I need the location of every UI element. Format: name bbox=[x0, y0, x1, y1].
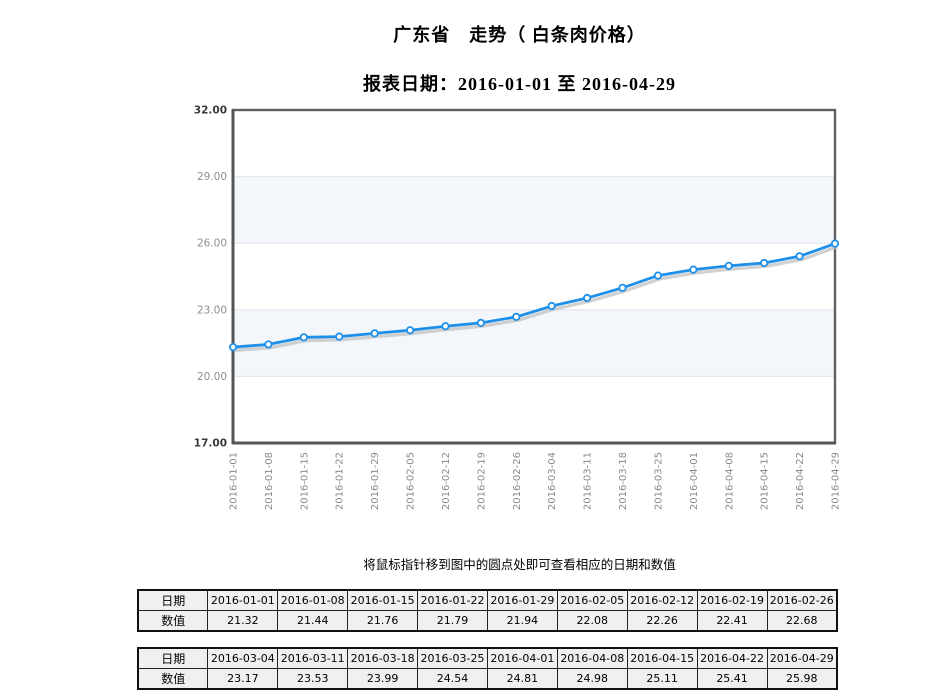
x-tick-label: 2016-02-19 bbox=[476, 452, 487, 510]
table-cell-value: 22.08 bbox=[556, 610, 628, 632]
data-point-2016-02-19[interactable] bbox=[476, 318, 485, 327]
row-header-date: 日期 bbox=[137, 647, 209, 669]
x-tick-label: 2016-04-08 bbox=[724, 452, 735, 510]
table-cell-date: 2016-02-26 bbox=[766, 589, 838, 611]
x-tick-label: 2016-04-01 bbox=[689, 452, 700, 510]
y-tick-label: 32.00 bbox=[194, 105, 227, 117]
x-tick-label: 2016-01-15 bbox=[299, 452, 310, 510]
data-point-2016-02-12[interactable] bbox=[441, 322, 450, 331]
table-cell-date: 2016-03-11 bbox=[277, 647, 349, 669]
trend-line-chart: 17.00 20.00 23.00 26.00 29.00 32.00 2016-01-01… bbox=[194, 105, 842, 511]
table-cell-value: 24.81 bbox=[486, 668, 558, 690]
data-point-2016-01-01[interactable] bbox=[228, 342, 238, 352]
x-tick-label: 2016-04-15 bbox=[760, 452, 771, 510]
table-cell-value: 21.44 bbox=[277, 610, 349, 632]
table-cell-value: 21.32 bbox=[207, 610, 279, 632]
x-tick-label: 2016-01-01 bbox=[229, 452, 240, 510]
x-tick-label: 2016-04-22 bbox=[795, 452, 806, 510]
table-cell-date: 2016-01-29 bbox=[486, 589, 558, 611]
data-point-2016-02-05[interactable] bbox=[405, 326, 415, 335]
table-cell-date: 2016-02-05 bbox=[556, 589, 628, 611]
table-cell-date: 2016-04-08 bbox=[556, 647, 628, 669]
data-table-2: 日期 2016-03-04 2016-03-11 2016-03-18 2016-03-… bbox=[137, 647, 838, 690]
x-tick-label: 2016-04-29 bbox=[831, 452, 842, 510]
data-point-2016-03-11[interactable] bbox=[583, 293, 592, 303]
row-header-date: 日期 bbox=[137, 589, 209, 611]
page-title: 广东省 走势（ 白条肉价格） bbox=[393, 25, 646, 45]
data-point-2016-04-22[interactable] bbox=[795, 252, 804, 261]
x-tick-label: 2016-02-12 bbox=[441, 452, 452, 510]
x-tick-label: 2016-03-04 bbox=[547, 452, 558, 510]
x-tick-label: 2016-03-25 bbox=[653, 452, 664, 510]
x-tick-label: 2016-02-05 bbox=[406, 452, 417, 510]
table-cell-value: 23.17 bbox=[207, 668, 279, 690]
data-point-2016-02-26[interactable] bbox=[512, 312, 521, 322]
table-cell-date: 2016-04-15 bbox=[626, 647, 698, 669]
table-cell-date: 2016-03-18 bbox=[347, 647, 419, 669]
y-tick-label: 23.00 bbox=[197, 304, 227, 316]
data-point-2016-04-01[interactable] bbox=[689, 265, 698, 274]
table-cell-value: 24.98 bbox=[556, 668, 628, 690]
table-cell-value: 23.99 bbox=[347, 668, 419, 690]
table-cell-date: 2016-01-08 bbox=[277, 589, 349, 611]
y-tick-label: 26.00 bbox=[197, 238, 227, 250]
data-point-2016-01-22[interactable] bbox=[335, 332, 344, 341]
table-cell-date: 2016-04-22 bbox=[696, 647, 768, 669]
table-cell-date: 2016-01-22 bbox=[417, 589, 488, 611]
x-tick-label: 2016-01-29 bbox=[370, 452, 381, 510]
table-cell-date: 2016-02-12 bbox=[626, 589, 698, 611]
table-cell-value: 21.94 bbox=[486, 610, 558, 632]
table-cell-date: 2016-01-15 bbox=[347, 589, 419, 611]
table-cell-value: 25.11 bbox=[626, 668, 698, 690]
table-row: 数值 21.32 21.44 21.76 21.79 21.94 22.08 22.26 22.… bbox=[137, 610, 838, 632]
y-tick-label: 17.00 bbox=[194, 438, 227, 450]
data-point-2016-04-29[interactable] bbox=[830, 239, 840, 248]
data-point-2016-01-08[interactable] bbox=[264, 340, 273, 349]
table-cell-value: 25.98 bbox=[766, 668, 838, 690]
table-cell-date: 2016-03-04 bbox=[207, 647, 279, 669]
table-cell-value: 22.68 bbox=[766, 610, 838, 632]
data-point-2016-01-15[interactable] bbox=[299, 333, 308, 342]
table-row: 日期 2016-03-04 2016-03-11 2016-03-18 2016-03-… bbox=[137, 647, 838, 669]
table-cell-date: 2016-01-01 bbox=[207, 589, 279, 611]
trend-chart-container: 17.00 20.00 23.00 26.00 29.00 32.00 2016-01-01… bbox=[140, 100, 920, 520]
plot-border bbox=[231, 108, 837, 445]
line-shadow bbox=[235, 245, 838, 352]
data-point-2016-03-18[interactable] bbox=[618, 283, 627, 292]
table-cell-date: 2016-03-25 bbox=[417, 647, 488, 669]
table-cell-value: 23.53 bbox=[277, 668, 349, 690]
data-point-2016-04-15[interactable] bbox=[760, 258, 769, 268]
data-point-2016-04-08[interactable] bbox=[724, 261, 733, 270]
x-tick-label: 2016-03-11 bbox=[583, 452, 594, 510]
y-tick-label: 29.00 bbox=[197, 171, 227, 183]
row-header-value: 数值 bbox=[137, 668, 209, 690]
row-header-value: 数值 bbox=[137, 610, 209, 632]
y-tick-label: 20.00 bbox=[197, 371, 227, 383]
data-point-2016-03-25[interactable] bbox=[653, 271, 663, 280]
x-tick-label: 2016-02-26 bbox=[512, 452, 523, 510]
table-row: 数值 23.17 23.53 23.99 24.54 24.81 24.98 25.11 25.… bbox=[137, 668, 838, 690]
x-tick-label: 2016-01-08 bbox=[264, 452, 275, 510]
plot-band bbox=[233, 176, 835, 244]
table-cell-date: 2016-04-01 bbox=[486, 647, 558, 669]
table-cell-value: 25.41 bbox=[696, 668, 768, 690]
table-cell-value: 24.54 bbox=[417, 668, 488, 690]
x-tick-label: 2016-01-22 bbox=[335, 452, 346, 510]
table-cell-value: 21.79 bbox=[417, 610, 488, 632]
report-date-range: 报表日期：2016-01-01 至 2016-04-29 bbox=[363, 74, 676, 94]
price-trend-line bbox=[231, 242, 837, 349]
table-cell-value: 21.76 bbox=[347, 610, 419, 632]
table-cell-date: 2016-02-19 bbox=[696, 589, 768, 611]
table-row: 日期 2016-01-01 2016-01-08 2016-01-15 2016-01-… bbox=[137, 589, 838, 611]
data-table-1: 日期 2016-01-01 2016-01-08 2016-01-15 2016-01-… bbox=[137, 589, 838, 632]
plot-band bbox=[233, 309, 835, 377]
table-cell-value: 22.41 bbox=[696, 610, 768, 632]
data-point-2016-01-29[interactable] bbox=[370, 329, 379, 338]
table-cell-value: 22.26 bbox=[626, 610, 698, 632]
table-cell-date: 2016-04-29 bbox=[766, 647, 838, 669]
tooltip-hint-text: 将鼠标指针移到图中的圆点处即可查看相应的日期和数值 bbox=[363, 557, 676, 572]
data-point-2016-03-04[interactable] bbox=[547, 301, 556, 311]
x-tick-label: 2016-03-18 bbox=[618, 452, 629, 510]
